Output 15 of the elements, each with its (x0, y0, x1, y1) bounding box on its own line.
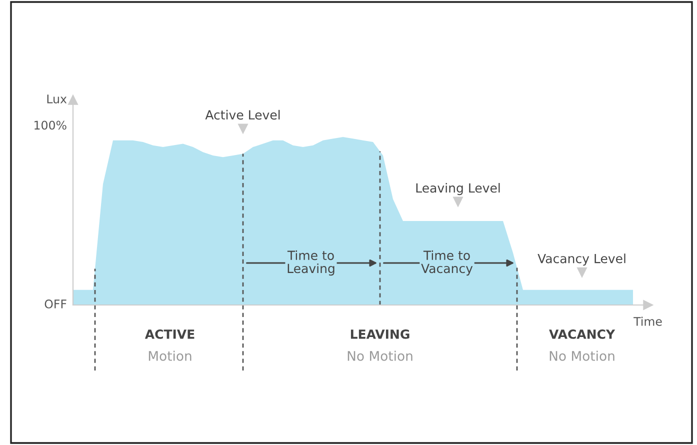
y-axis-title: Lux (47, 94, 67, 104)
text: 100% (34, 120, 66, 130)
annotation: Leaving Level (416, 183, 500, 196)
annotation: Time to Vacancy (421, 250, 473, 276)
x-axis-title: Time (634, 316, 662, 326)
annotation: Time to Leaving (287, 250, 334, 276)
text: LEAVING (350, 329, 410, 339)
text: No Motion (550, 350, 614, 361)
text: Active Level (205, 110, 280, 120)
text: Motion (148, 350, 192, 361)
text: VACANCY (549, 329, 616, 339)
text: OFF (44, 299, 66, 308)
text: No Motion (348, 350, 412, 361)
text: ACTIVE (144, 329, 194, 339)
annotation: Vacancy Level (538, 254, 626, 266)
